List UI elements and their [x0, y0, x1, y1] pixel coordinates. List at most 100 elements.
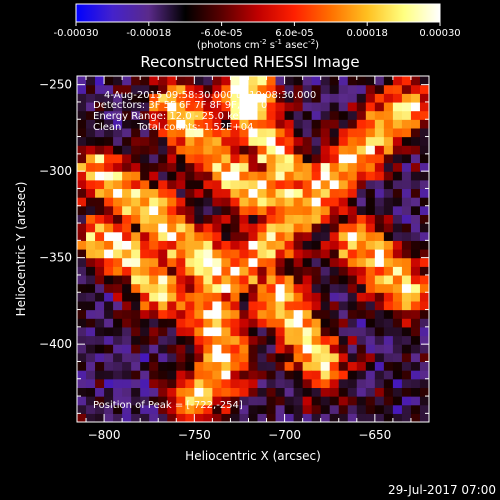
heatmap-cell	[149, 300, 159, 311]
heatmap-cell	[131, 84, 141, 94]
heatmap-cell	[212, 249, 223, 259]
heatmap-cell	[149, 396, 159, 406]
heatmap-cell	[347, 344, 358, 354]
heatmap-cell	[176, 162, 186, 172]
heatmap-cell	[95, 300, 105, 311]
heatmap-cell	[365, 153, 376, 164]
heatmap-cell	[176, 171, 186, 181]
heatmap-cell	[347, 370, 358, 380]
heatmap-cell	[185, 162, 195, 172]
heatmap-cell	[419, 266, 429, 276]
heatmap-cell	[356, 231, 367, 241]
heatmap-cell	[302, 223, 313, 233]
heatmap-cell	[320, 197, 331, 207]
heatmap-cell	[212, 361, 223, 371]
heatmap-cell	[311, 205, 322, 215]
heatmap-cell	[104, 84, 114, 94]
heatmap-cell	[266, 292, 277, 302]
heatmap-cell	[122, 274, 132, 285]
heatmap-cell	[248, 205, 259, 215]
heatmap-cell	[239, 162, 250, 172]
heatmap-cell	[176, 344, 186, 354]
heatmap-cell	[266, 179, 277, 190]
heatmap-cell	[158, 370, 168, 380]
heatmap-cell	[311, 119, 322, 129]
heatmap-cell	[113, 335, 123, 345]
heatmap-cell	[284, 119, 295, 129]
heatmap-cell	[275, 231, 286, 241]
heatmap-cell	[167, 370, 177, 380]
heatmap-cell	[122, 283, 132, 293]
heatmap-cell	[302, 300, 313, 311]
heatmap-cell	[140, 145, 150, 155]
heatmap-cell	[356, 110, 367, 120]
heatmap-cell	[212, 344, 223, 354]
heatmap-cell	[77, 110, 87, 120]
heatmap-cell	[203, 300, 213, 311]
heatmap-cell	[383, 205, 394, 215]
heatmap-cell	[158, 162, 168, 172]
heatmap-cell	[347, 84, 358, 94]
heatmap-cell	[410, 292, 421, 302]
heatmap-cell	[131, 231, 141, 241]
heatmap-cell	[239, 326, 250, 337]
heatmap-cell	[419, 179, 429, 190]
heatmap-cell	[347, 188, 358, 198]
heatmap-cell	[95, 119, 105, 129]
heatmap-cell	[320, 274, 331, 285]
heatmap-cell	[194, 309, 204, 319]
heatmap-cell	[248, 335, 259, 345]
heatmap-cell	[419, 145, 429, 155]
heatmap-cell	[248, 145, 259, 155]
heatmap-cell	[293, 318, 304, 328]
heatmap-cell	[122, 231, 132, 241]
heatmap-cell	[239, 145, 250, 155]
heatmap-cell	[203, 249, 213, 259]
heatmap-cell	[248, 387, 259, 397]
heatmap-cell	[284, 326, 295, 337]
heatmap-cell	[338, 378, 349, 388]
heatmap-cell	[203, 119, 213, 129]
heatmap-cell	[329, 93, 340, 103]
heatmap-cell	[149, 404, 159, 414]
heatmap-cell	[104, 145, 114, 155]
heatmap-cell	[347, 361, 358, 371]
heatmap-cell	[329, 179, 340, 190]
heatmap-cell	[329, 396, 340, 406]
heatmap-cell	[293, 240, 304, 250]
heatmap-cell	[302, 205, 313, 215]
heatmap-cell	[77, 326, 87, 337]
heatmap-cell	[95, 309, 105, 319]
heatmap-cell	[122, 387, 132, 397]
heatmap-cell	[212, 110, 223, 120]
heatmap-cell	[158, 335, 168, 345]
heatmap-cell	[167, 361, 177, 371]
heatmap-cell	[410, 145, 421, 155]
heatmap-cell	[95, 110, 105, 120]
heatmap-cell	[275, 404, 286, 414]
heatmap-cell	[122, 378, 132, 388]
heatmap-cell	[356, 396, 367, 406]
heatmap-cell	[374, 361, 385, 371]
heatmap-cell	[95, 344, 105, 354]
heatmap-cell	[302, 249, 313, 259]
heatmap-cell	[140, 387, 150, 397]
heatmap-cell	[284, 93, 295, 103]
colorbar-unit-label: (photons cm-2 s-1 asec-2)	[197, 38, 319, 51]
heatmap-cell	[374, 119, 385, 129]
heatmap-cell	[275, 179, 286, 190]
heatmap-cell	[149, 110, 159, 120]
heatmap-cell	[392, 231, 403, 241]
heatmap-cell	[176, 309, 186, 319]
heatmap-cell	[266, 110, 277, 120]
heatmap-cell	[365, 179, 376, 190]
heatmap-cell	[266, 378, 277, 388]
heatmap-cell	[302, 145, 313, 155]
heatmap-cell	[239, 214, 250, 224]
heatmap-cell	[293, 396, 304, 406]
heatmap-cell	[311, 326, 322, 337]
heatmap-cell	[122, 110, 132, 120]
heatmap-cell	[194, 326, 204, 337]
heatmap-cell	[293, 136, 304, 146]
heatmap-cell	[149, 378, 159, 388]
